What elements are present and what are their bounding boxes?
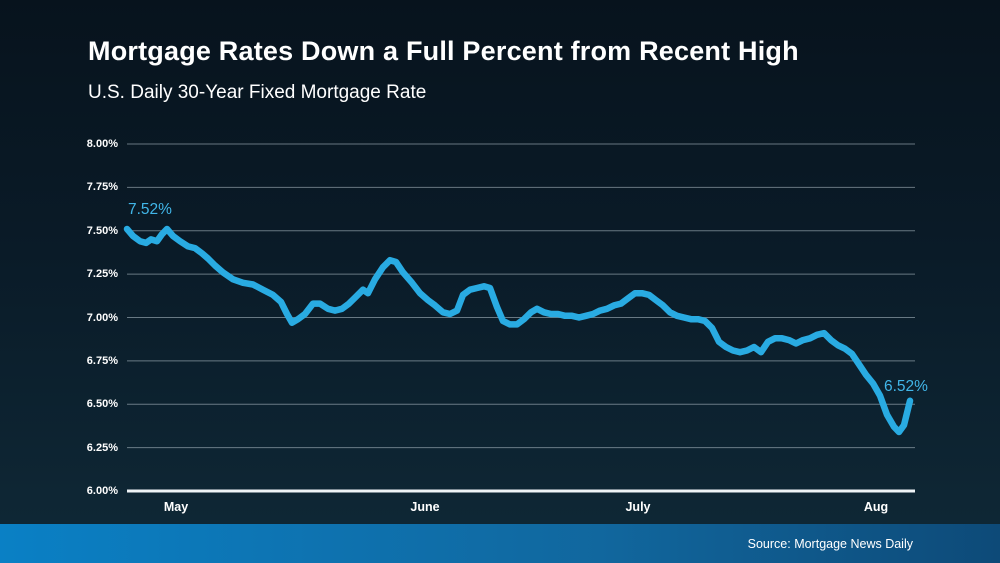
y-axis-label: 7.25% — [86, 268, 118, 281]
y-axis-label: 6.50% — [86, 398, 118, 411]
mortgage-rate-line — [123, 225, 914, 436]
y-axis-label: 6.00% — [86, 485, 118, 497]
y-axis-label: 7.75% — [86, 181, 118, 194]
source-attribution: Source: Mortgage News Daily — [747, 536, 913, 551]
y-axis-label: 6.25% — [86, 441, 118, 454]
x-axis-label: July — [625, 500, 651, 514]
y-axis-label: 7.00% — [86, 311, 118, 324]
x-axis-label: May — [163, 500, 189, 514]
y-axis-label: 8.00% — [86, 138, 118, 150]
x-axis-label: June — [410, 500, 440, 514]
chart-subtitle: U.S. Daily 30-Year Fixed Mortgage Rate — [88, 82, 427, 103]
page-title: Mortgage Rates Down a Full Percent from … — [88, 36, 799, 66]
x-axis-label: Aug — [863, 500, 889, 514]
start-value-label: 7.52% — [128, 201, 172, 218]
end-value-label: 6.52% — [884, 378, 928, 395]
footer-bar: Source: Mortgage News Daily — [0, 524, 1000, 563]
y-axis-label: 7.50% — [86, 224, 118, 237]
gridlines — [127, 143, 915, 493]
y-axis-label: 6.75% — [86, 354, 118, 367]
